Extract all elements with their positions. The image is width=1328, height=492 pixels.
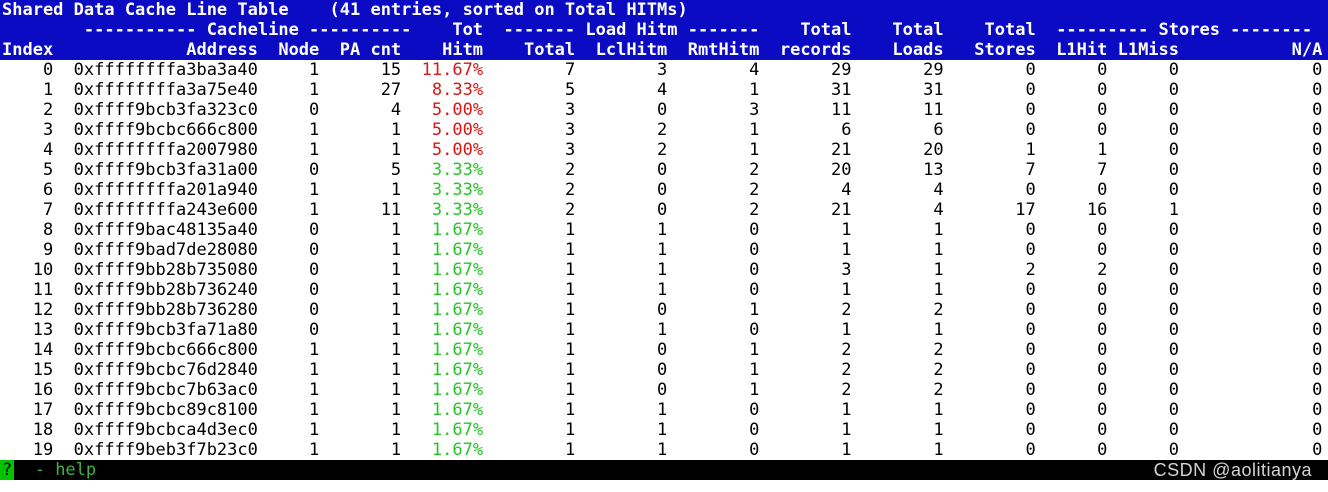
row-count-cells: 5 4 1 31 31 0 0 0 0 [483,80,1323,100]
row-count-cells: 1 1 0 1 1 0 0 0 0 [483,220,1323,240]
table-row[interactable]: 9 0xffff9bad7de28080 0 1 1.67% 1 1 0 1 1… [0,240,1328,260]
row-cacheline-cells: 3 0xffff9bcbc666c800 1 1 [2,120,402,140]
row-cacheline-cells: 15 0xffff9bcbc76d2840 1 1 [2,360,402,380]
row-cacheline-cells: 16 0xffff9bcbc7b63ac0 1 1 [2,380,402,400]
row-count-cells: 1 1 0 1 1 0 0 0 0 [483,280,1323,300]
table-row[interactable]: 8 0xffff9bac48135a40 0 1 1.67% 1 1 0 1 1… [0,220,1328,240]
row-cacheline-cells: 5 0xffff9bcb3fa31a00 0 5 [2,160,402,180]
row-count-cells: 1 1 0 3 1 2 2 0 0 [483,260,1323,280]
row-cacheline-cells: 10 0xffff9bb28b735080 0 1 [2,260,402,280]
tot-hitm-percent: 1.67% [401,220,484,240]
help-key[interactable]: ? [0,460,15,480]
row-cacheline-cells: 19 0xffff9beb3f7b23c0 1 1 [2,440,402,460]
table-row[interactable]: 15 0xffff9bcbc76d2840 1 1 1.67% 1 0 1 2 … [0,360,1328,380]
table-row[interactable]: 0 0xffffffffa3ba3a40 1 15 11.67% 7 3 4 2… [0,60,1328,80]
table-row[interactable]: 17 0xffff9bcbc89c8100 1 1 1.67% 1 1 0 1 … [0,400,1328,420]
row-cacheline-cells: 11 0xffff9bb28b736240 0 1 [2,280,402,300]
tot-hitm-percent: 5.00% [401,140,484,160]
tot-hitm-percent: 1.67% [401,400,484,420]
table-row[interactable]: 14 0xffff9bcbc666c800 1 1 1.67% 1 0 1 2 … [0,340,1328,360]
table-row[interactable]: 6 0xffffffffa201a940 1 1 3.33% 2 0 2 4 4… [0,180,1328,200]
title-line: Shared Data Cache Line Table (41 entries,… [0,0,1328,20]
row-count-cells: 3 2 1 21 20 1 1 0 0 [483,140,1323,160]
row-count-cells: 2 0 2 4 4 0 0 0 0 [483,180,1323,200]
tot-hitm-percent: 1.67% [401,280,484,300]
tot-hitm-percent: 1.67% [401,440,484,460]
tot-hitm-percent: 3.33% [401,160,484,180]
table-row[interactable]: 3 0xffff9bcbc666c800 1 1 5.00% 3 2 1 6 6… [0,120,1328,140]
tot-hitm-percent: 1.67% [401,260,484,280]
tot-hitm-percent: 8.33% [401,80,484,100]
row-cacheline-cells: 4 0xffffffffa2007980 1 1 [2,140,402,160]
column-header-line: Index Address Node PA cnt Hitm Total Lcl… [2,40,1323,60]
tot-hitm-percent: 1.67% [401,240,484,260]
tot-hitm-percent: 1.67% [401,320,484,340]
column-group-line: ----------- Cacheline ---------- Tot ---… [2,20,1313,40]
row-count-cells: 1 1 0 1 1 0 0 0 0 [483,240,1323,260]
status-bar: ? - help CSDN @aolitianya [0,460,1328,480]
row-count-cells: 3 2 1 6 6 0 0 0 0 [483,120,1323,140]
tot-hitm-percent: 5.00% [401,100,484,120]
help-hint: - help [34,460,97,480]
row-count-cells: 1 0 1 2 2 0 0 0 0 [483,380,1323,400]
tot-hitm-percent: 1.67% [401,300,484,320]
table-row[interactable]: 4 0xffffffffa2007980 1 1 5.00% 3 2 1 21 … [0,140,1328,160]
row-cacheline-cells: 8 0xffff9bac48135a40 0 1 [2,220,402,240]
row-count-cells: 1 1 0 1 1 0 0 0 0 [483,420,1323,440]
row-cacheline-cells: 18 0xffff9bcbca4d3ec0 1 1 [2,420,402,440]
table-row[interactable]: 10 0xffff9bb28b735080 0 1 1.67% 1 1 0 3 … [0,260,1328,280]
row-cacheline-cells: 1 0xffffffffa3a75e40 1 27 [2,80,402,100]
table-body: 0 0xffffffffa3ba3a40 1 15 11.67% 7 3 4 2… [0,60,1328,460]
row-count-cells: 1 1 0 1 1 0 0 0 0 [483,320,1323,340]
tot-hitm-percent: 1.67% [401,420,484,440]
table-title: Shared Data Cache Line Table [2,0,289,20]
row-count-cells: 7 3 4 29 29 0 0 0 0 [483,60,1323,80]
tot-hitm-percent: 5.00% [401,120,484,140]
row-cacheline-cells: 2 0xffff9bcb3fa323c0 0 4 [2,100,402,120]
table-row[interactable]: 13 0xffff9bcb3fa71a80 0 1 1.67% 1 1 0 1 … [0,320,1328,340]
table-row[interactable]: 7 0xffffffffa243e600 1 11 3.33% 2 0 2 21… [0,200,1328,220]
row-count-cells: 1 0 1 2 2 0 0 0 0 [483,340,1323,360]
table-row[interactable]: 19 0xffff9beb3f7b23c0 1 1 1.67% 1 1 0 1 … [0,440,1328,460]
table-row[interactable]: 11 0xffff9bb28b736240 0 1 1.67% 1 1 0 1 … [0,280,1328,300]
row-count-cells: 2 0 2 20 13 7 7 0 0 [483,160,1323,180]
row-count-cells: 1 1 0 1 1 0 0 0 0 [483,440,1323,460]
table-header: Shared Data Cache Line Table (41 entries,… [0,0,1328,60]
row-count-cells: 1 0 1 2 2 0 0 0 0 [483,360,1323,380]
table-row[interactable]: 1 0xffffffffa3a75e40 1 27 8.33% 5 4 1 31… [0,80,1328,100]
row-cacheline-cells: 9 0xffff9bad7de28080 0 1 [2,240,402,260]
tot-hitm-percent: 11.67% [401,60,484,80]
row-cacheline-cells: 6 0xffffffffa201a940 1 1 [2,180,402,200]
row-count-cells: 3 0 3 11 11 0 0 0 0 [483,100,1323,120]
row-count-cells: 1 1 0 1 1 0 0 0 0 [483,400,1323,420]
row-cacheline-cells: 14 0xffff9bcbc666c800 1 1 [2,340,402,360]
tot-hitm-percent: 1.67% [401,380,484,400]
row-cacheline-cells: 0 0xffffffffa3ba3a40 1 15 [2,60,402,80]
row-cacheline-cells: 17 0xffff9bcbc89c8100 1 1 [2,400,402,420]
tot-hitm-percent: 3.33% [401,180,484,200]
row-count-cells: 1 0 1 2 2 0 0 0 0 [483,300,1323,320]
row-cacheline-cells: 13 0xffff9bcb3fa71a80 0 1 [2,320,402,340]
table-row[interactable]: 16 0xffff9bcbc7b63ac0 1 1 1.67% 1 0 1 2 … [0,380,1328,400]
table-row[interactable]: 5 0xffff9bcb3fa31a00 0 5 3.33% 2 0 2 20 … [0,160,1328,180]
table-row[interactable]: 2 0xffff9bcb3fa323c0 0 4 5.00% 3 0 3 11 … [0,100,1328,120]
row-cacheline-cells: 7 0xffffffffa243e600 1 11 [2,200,402,220]
row-count-cells: 2 0 2 21 4 17 16 1 0 [483,200,1323,220]
tot-hitm-percent: 3.33% [401,200,484,220]
table-row[interactable]: 18 0xffff9bcbca4d3ec0 1 1 1.67% 1 1 0 1 … [0,420,1328,440]
entries-info: (41 entries, sorted on Total HITMs) [329,0,688,20]
table-row[interactable]: 12 0xffff9bb28b736280 0 1 1.67% 1 0 1 2 … [0,300,1328,320]
tot-hitm-percent: 1.67% [401,360,484,380]
row-cacheline-cells: 12 0xffff9bb28b736280 0 1 [2,300,402,320]
tot-hitm-percent: 1.67% [401,340,484,360]
watermark: CSDN @aolitianya [1153,460,1312,480]
